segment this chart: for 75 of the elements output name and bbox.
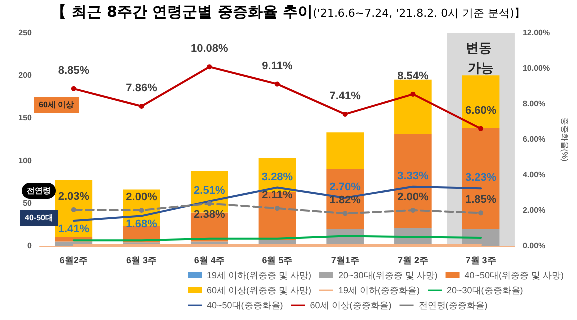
annotation: 40-50대 [25,214,54,222]
data-label: 7.86% [126,82,158,94]
data-label: 1.41% [58,223,90,236]
data-label: 1.85% [465,194,497,206]
legend-label: 60세 이상(위중증 및 사망) [207,286,312,296]
data-label: 2.51% [194,184,226,197]
annotation: 60세 이상 [39,100,74,110]
x-tick-label: 7월1주 [331,256,360,266]
point [410,208,416,213]
x-tick-label: 6월 4주 [194,256,225,266]
y-tick-label: 0 [28,242,33,250]
point [139,104,144,109]
y-tick-label: 100 [18,156,33,166]
data-label: 1.82% [330,194,362,207]
data-label: 8.54% [398,70,429,82]
point [274,206,280,212]
bar [394,80,432,134]
legend-label: 40~50대(위중증 및 사망) [464,270,564,280]
legend-label: 60세 이상(중증화율) [310,300,392,310]
bar [326,132,364,170]
data-label: 9.11% [262,60,293,72]
data-label: 2.00% [398,192,429,204]
point [274,82,280,87]
legend-label: 19세 이하(중증화율) [338,286,420,296]
bar [394,134,432,228]
point [71,86,76,92]
x-tick-label: 6월 5주 [262,256,293,266]
y2-tick-label: 4.00% [522,170,546,180]
point [478,126,484,132]
y-tick-label: 50 [23,198,33,208]
data-label: 2.03% [58,190,90,203]
data-label: 1.68% [126,218,158,231]
point [139,208,144,213]
y-tick-label: 150 [18,114,33,123]
chart-subtitle: ('21.6.6~7.24, '21.8.2. 0시 기준 분석)】 [313,7,526,20]
data-label: 2.70% [330,182,362,194]
legend-label: 전연령(중증화율) [418,300,488,310]
y2-axis-title: 중증화율(%) [560,117,570,162]
data-label: 7.41% [330,90,362,102]
data-label: 3.23% [465,172,497,184]
data-label: 10.08% [190,43,228,56]
y2-tick-label: 0.00% [522,242,546,250]
y2-tick-label: 8.00% [522,100,546,108]
data-label: 8.85% [58,64,90,77]
y2-tick-label: 12.00% [522,28,550,38]
chart-title: 【 최근 8주간 연령군별 중증화율 추이 [52,3,314,21]
legend-label: 20~30대(중증화율) [447,286,524,296]
x-tick-label: 6월 3주 [126,256,158,266]
legend-label: 19세 이하(위중증 및 사망) [207,270,312,280]
y2-tick-label: 2.00% [522,206,546,215]
band-label: 변동 가능 [466,40,496,76]
bar [462,128,500,229]
x-tick-label: 7월 3주 [466,256,496,266]
data-label: 3.28% [262,171,294,184]
annotation: 전연령 [27,186,51,196]
data-label: 6.60% [465,104,497,117]
data-label: 3.33% [398,170,429,182]
point [207,201,212,206]
point [71,207,76,212]
point [410,92,416,97]
point [207,64,212,70]
x-tick-label: 7월 2주 [398,256,428,266]
y2-tick-label: 10.00% [522,64,550,73]
y-tick-label: 200 [18,71,33,80]
data-label: 2.11% [262,190,293,202]
legend-label: 40~50대(중증화율) [207,300,284,310]
point [342,112,348,117]
legend-label: 20~30대(위중증 및 사망) [338,270,438,280]
point [342,211,348,216]
y-tick-label: 250 [18,28,33,38]
data-label: 2.38% [194,208,226,221]
y2-tick-label: 6.00% [522,135,546,144]
data-label: 2.00% [126,192,158,204]
x-tick-label: 6월2주 [60,256,88,266]
point [478,210,484,216]
